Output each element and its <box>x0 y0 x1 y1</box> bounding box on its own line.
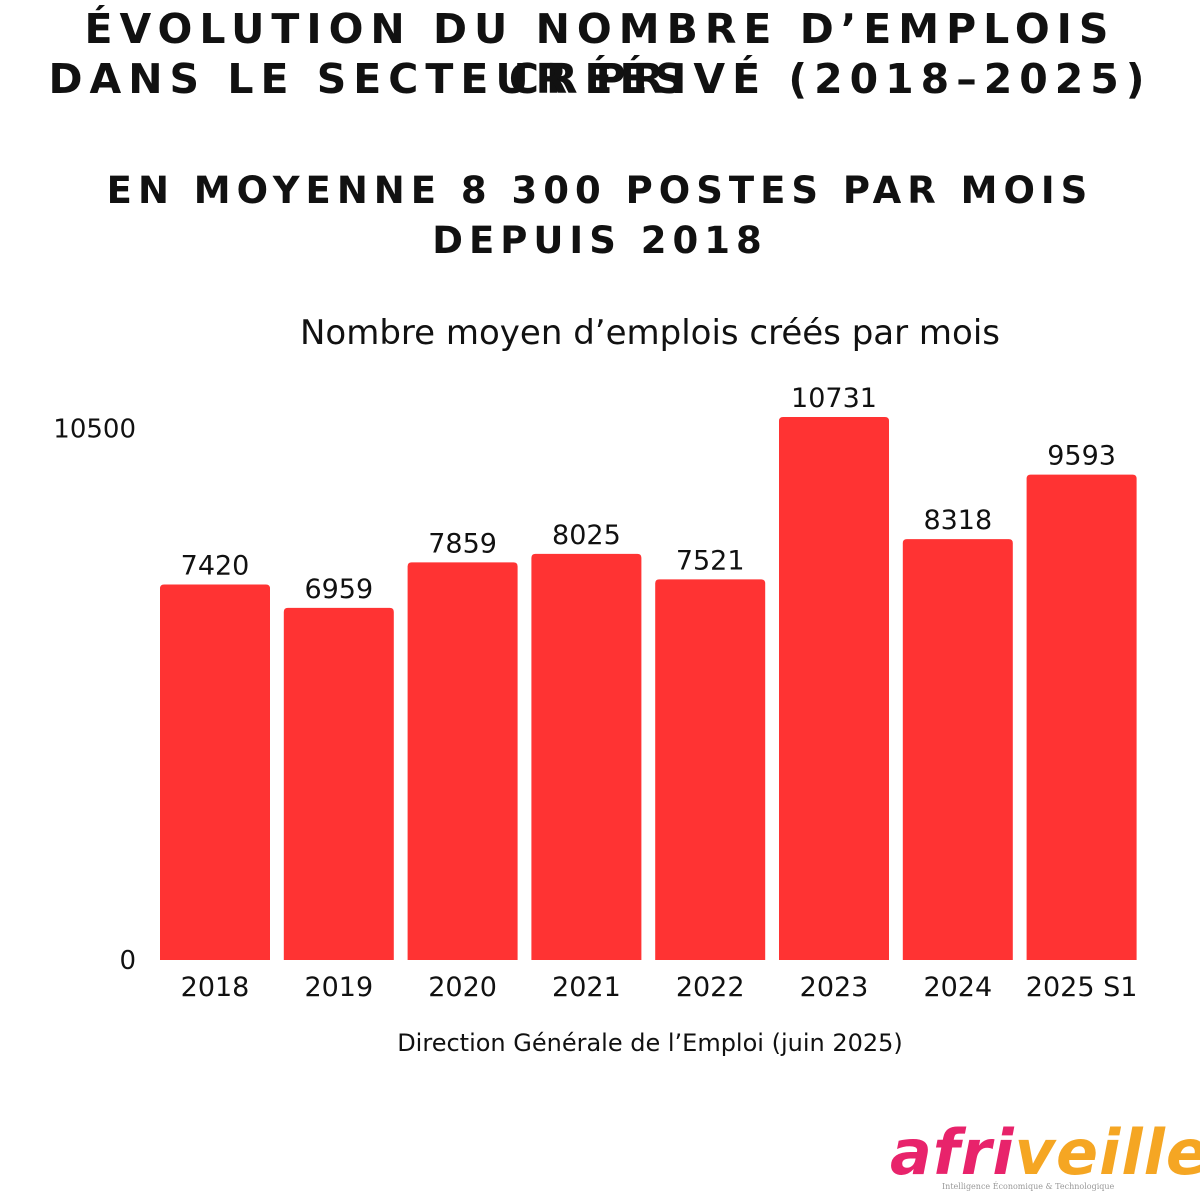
y-tick-label: 10500 <box>53 415 136 445</box>
bar <box>407 562 518 960</box>
logo-part1: afri <box>890 1116 1015 1189</box>
main-title-line1: ÉVOLUTION DU NOMBRE D’EMPLOIS CRÉÉS <box>84 5 1116 103</box>
bar-value-label: 10731 <box>791 383 877 414</box>
afriveille-logo: afriveille Intelligence Économique & Tec… <box>880 1118 1200 1198</box>
x-tick-label: 2025 S1 <box>1026 972 1138 1003</box>
bar <box>531 553 642 960</box>
bar-value-label: 8025 <box>552 520 621 551</box>
x-tick-label: 2020 <box>428 972 497 1003</box>
chart-title: Nombre moyen d’emplois créés par mois <box>299 313 1000 353</box>
subtitle-line2: DEPUIS 2018 <box>432 219 768 262</box>
bar-chart: 0 10500 7420 2018 6959 2019 7859 2020 8025 2021 75… <box>53 383 1138 1003</box>
x-tick-label: 2018 <box>181 972 250 1003</box>
x-tick-label: 2021 <box>552 972 621 1003</box>
bar-value-label: 7521 <box>676 545 745 576</box>
bar <box>902 539 1013 960</box>
source-note: Direction Générale de l’Emploi (juin 202… <box>397 1029 903 1057</box>
logo-tagline: Intelligence Économique & Technologique <box>942 1182 1115 1191</box>
logo-wordmark: afriveille <box>890 1118 1200 1188</box>
logo-part2: veille <box>1014 1116 1200 1189</box>
bar-value-label: 6959 <box>304 574 373 605</box>
x-tick-label: 2022 <box>676 972 745 1003</box>
bar-value-label: 8318 <box>923 505 992 536</box>
bar <box>283 607 394 960</box>
bar <box>160 584 270 960</box>
main-title-line2: DANS LE SECTEUR PRIVÉ (2018–2025) <box>48 55 1152 103</box>
bar <box>779 417 889 960</box>
y-tick-label: 0 <box>119 946 136 976</box>
subtitle-line1: EN MOYENNE 8 300 POSTES PAR MOIS <box>106 169 1094 212</box>
bar-value-label: 7420 <box>181 551 250 582</box>
bar-value-label: 7859 <box>428 528 497 559</box>
bar <box>655 579 766 960</box>
x-tick-label: 2019 <box>304 972 373 1003</box>
bar-value-label: 9593 <box>1047 441 1116 472</box>
bar <box>1026 474 1137 960</box>
x-tick-label: 2024 <box>923 972 992 1003</box>
x-tick-label: 2023 <box>800 972 869 1003</box>
